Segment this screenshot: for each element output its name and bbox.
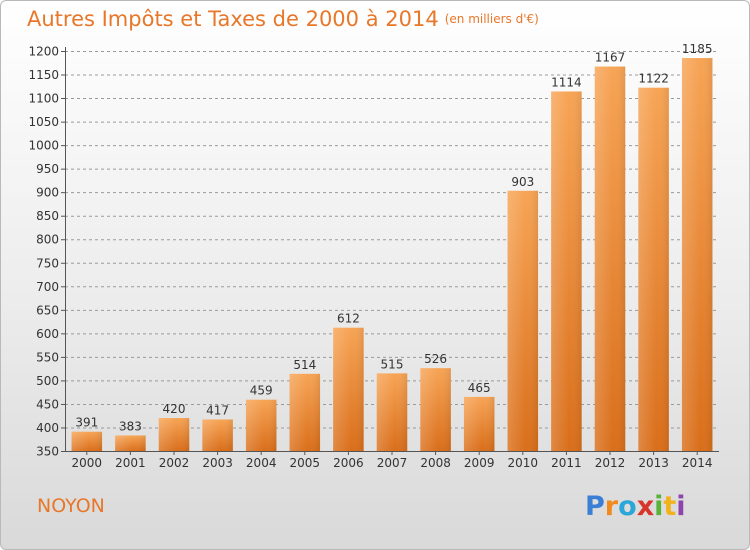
y-tick-label: 1150 [28, 68, 59, 82]
logo-letter: i [676, 491, 686, 522]
y-tick-label: 400 [36, 421, 59, 435]
bar-value-label: 420 [163, 402, 186, 416]
y-tick-label: 1100 [28, 92, 59, 106]
x-tick-label: 2005 [290, 456, 321, 470]
bar-value-label: 903 [511, 175, 534, 189]
logo-letter: P [585, 491, 605, 522]
bars: 391 383 420 417 459 514 612 515 526 465 903 1114 116… [71, 42, 713, 452]
x-tick-label: 2011 [551, 456, 582, 470]
bar-value-label: 1167 [595, 51, 626, 65]
bar-value-label: 383 [119, 419, 142, 433]
proxiti-logo: Proxiti [585, 491, 686, 522]
x-tick-label: 2004 [246, 456, 277, 470]
x-tick-label: 2013 [638, 456, 669, 470]
x-tick-label: 2007 [377, 456, 408, 470]
bar-value-label: 1122 [638, 72, 669, 86]
y-tick-label: 1050 [28, 115, 59, 129]
bar-value-label: 417 [206, 403, 229, 417]
bar-shade-2014 [681, 58, 713, 451]
y-tick-label: 450 [36, 397, 59, 411]
bar-shade-2005 [289, 373, 321, 451]
y-tick-label: 600 [36, 327, 59, 341]
bar-value-label: 1114 [551, 75, 582, 89]
logo-letter: t [663, 491, 677, 522]
x-tick-label: 2010 [508, 456, 539, 470]
logo-letter: i [654, 491, 664, 522]
chart-title: Autres Impôts et Taxes de 2000 à 2014 (en… [27, 7, 539, 31]
bar-shade-2010 [507, 190, 539, 451]
bar-value-label: 391 [75, 416, 98, 430]
y-tick-label: 950 [36, 162, 59, 176]
bar-value-label: 612 [337, 312, 360, 326]
bar-shade-2000 [71, 431, 103, 451]
y-tick-label: 900 [36, 186, 59, 200]
location-label: NOYON [37, 495, 105, 517]
bar-shade-2011 [551, 91, 582, 452]
chart-subtitle: (en milliers d'€) [444, 12, 539, 26]
bar-shade-2006 [333, 327, 364, 451]
y-tick-label: 700 [36, 280, 59, 294]
bar-value-label: 459 [250, 384, 273, 398]
x-tick-label: 2006 [333, 456, 364, 470]
x-tick-label: 2012 [595, 456, 626, 470]
y-tick-label: 500 [36, 374, 59, 388]
x-tick-label: 2003 [202, 456, 233, 470]
x-tick-label: 2002 [159, 456, 190, 470]
y-axis: 350 400 450 500 550 600 650 700 750 800 850 900 950 1… [28, 45, 66, 459]
bar-shade-2003 [202, 419, 233, 451]
bar-value-label: 515 [381, 357, 404, 371]
bar-shade-2007 [376, 373, 408, 451]
bar-value-label: 526 [424, 352, 447, 366]
logo-letter: r [604, 491, 619, 522]
x-axis: 2000 2001 2002 2003 2004 2005 2006 2007 2008 2009… [65, 451, 719, 470]
bar-shade-2008 [420, 368, 451, 451]
bar-value-label: 1185 [682, 42, 713, 56]
bar-value-label: 465 [468, 381, 491, 395]
bar-value-label: 514 [293, 358, 316, 372]
y-tick-label: 350 [36, 445, 59, 459]
y-tick-label: 650 [36, 303, 59, 317]
y-tick-label: 550 [36, 350, 59, 364]
x-tick-label: 2014 [682, 456, 713, 470]
bar-shade-2001 [115, 435, 146, 451]
chart-title-text: Autres Impôts et Taxes de 2000 à 2014 [27, 7, 439, 31]
bar-shade-2013 [638, 87, 669, 452]
bar-shade-2009 [463, 396, 495, 451]
bar-shade-2012 [594, 66, 626, 451]
y-tick-label: 850 [36, 209, 59, 223]
y-tick-label: 1000 [28, 139, 59, 153]
logo-letter: x [636, 491, 655, 522]
y-tick-label: 800 [36, 233, 59, 247]
bar-shade-2002 [158, 418, 190, 451]
logo-letter: o [618, 491, 637, 522]
x-tick-label: 2000 [72, 456, 103, 470]
y-tick-label: 750 [36, 256, 59, 270]
x-tick-label: 2008 [420, 456, 451, 470]
bar-shade-2004 [245, 399, 277, 451]
y-tick-label: 1200 [28, 45, 59, 59]
x-tick-label: 2009 [464, 456, 495, 470]
x-tick-label: 2001 [115, 456, 146, 470]
